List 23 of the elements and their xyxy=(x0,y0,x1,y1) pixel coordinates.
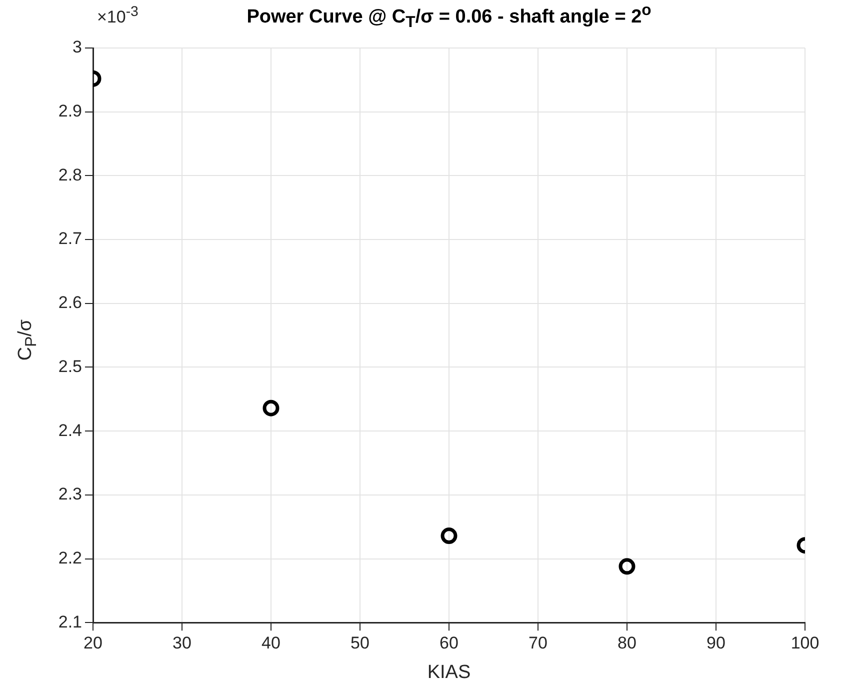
y-tick-label: 3 xyxy=(72,38,82,57)
x-tick-label: 50 xyxy=(350,633,370,652)
y-tick-label: 2.1 xyxy=(58,612,82,632)
x-tick-label: 20 xyxy=(84,633,102,652)
y-tick-label: 2.5 xyxy=(58,356,82,376)
y-tick-label: 2.9 xyxy=(58,102,82,121)
x-tick-label: 80 xyxy=(618,633,636,652)
text: ×10$^{-3}$ xyxy=(97,4,138,28)
x-tick-label: 90 xyxy=(706,633,726,652)
x-tick-label: 40 xyxy=(262,633,280,652)
y-tick-label: 2.4 xyxy=(58,420,82,440)
x-tick-label: 30 xyxy=(172,633,192,652)
x-tick-label: 100 xyxy=(790,633,820,652)
x-axis-title: KIAS xyxy=(426,662,472,684)
chart-title: Power Curve @ C$_{T}$/σ = 0.06 - shaft angle = 2$^{o}$ xyxy=(246,2,652,32)
y-tick-label: 2.8 xyxy=(58,165,82,184)
y-tick-label: 2.6 xyxy=(58,293,82,312)
y-tick-label: 2.7 xyxy=(58,229,82,248)
point xyxy=(440,528,458,544)
x-tick-label: 60 xyxy=(440,633,458,652)
y-tick-label: 2.3 xyxy=(58,484,82,504)
x-tick-label: 70 xyxy=(528,633,548,652)
y-tick-label: 2.2 xyxy=(58,548,82,568)
